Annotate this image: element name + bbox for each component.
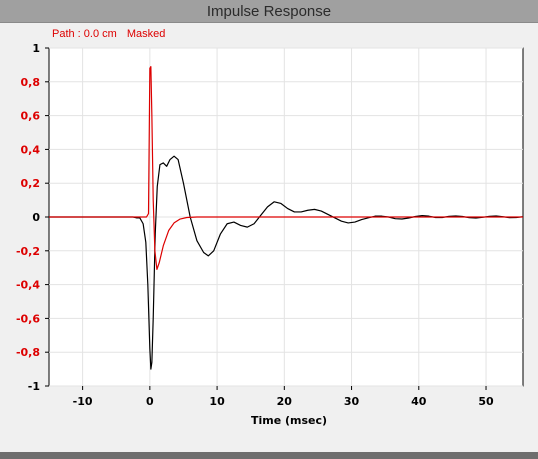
path-label: Path : 0.0 cm xyxy=(52,28,117,40)
y-tick-label: -0,8 xyxy=(16,346,40,359)
x-tick-label: 20 xyxy=(277,395,293,408)
series-lines xyxy=(49,65,524,370)
series-masked-line xyxy=(49,65,523,270)
x-tick-label: 40 xyxy=(411,395,427,408)
masked-label: Masked xyxy=(126,28,166,40)
y-tick-label: -1 xyxy=(28,380,40,393)
y-tick-label: 0,4 xyxy=(21,143,41,156)
y-tick-label: 0 xyxy=(32,211,40,224)
y-tick-label: -0,2 xyxy=(16,245,40,258)
bottom-status-bar xyxy=(0,452,538,459)
window-title: Impulse Response xyxy=(0,0,538,23)
x-tick-label: 50 xyxy=(478,395,494,408)
y-tick-label: 1 xyxy=(32,42,40,55)
x-tick-label: 10 xyxy=(209,395,225,408)
chart-legend: Path : 0.0 cm Masked xyxy=(52,28,165,44)
y-tick-label: -0,6 xyxy=(16,312,40,325)
x-tick-label: -10 xyxy=(73,395,93,408)
y-tick-label: 0,2 xyxy=(21,177,41,190)
x-tick-label: 30 xyxy=(344,395,360,408)
x-tick-label: 0 xyxy=(146,395,154,408)
x-axis-label: Time (msec) xyxy=(251,414,327,427)
y-tick-label: 0,8 xyxy=(21,76,41,89)
y-tick-label: 0,6 xyxy=(21,110,41,123)
x-axis-ticks: -10 0 10 20 30 40 50 xyxy=(73,386,494,408)
y-axis-ticks: 1 0,8 0,6 0,4 0,2 0 -0,2 -0,4 -0,6 -0,8 -1 xyxy=(16,42,49,393)
y-tick-label: -0,4 xyxy=(16,279,40,292)
